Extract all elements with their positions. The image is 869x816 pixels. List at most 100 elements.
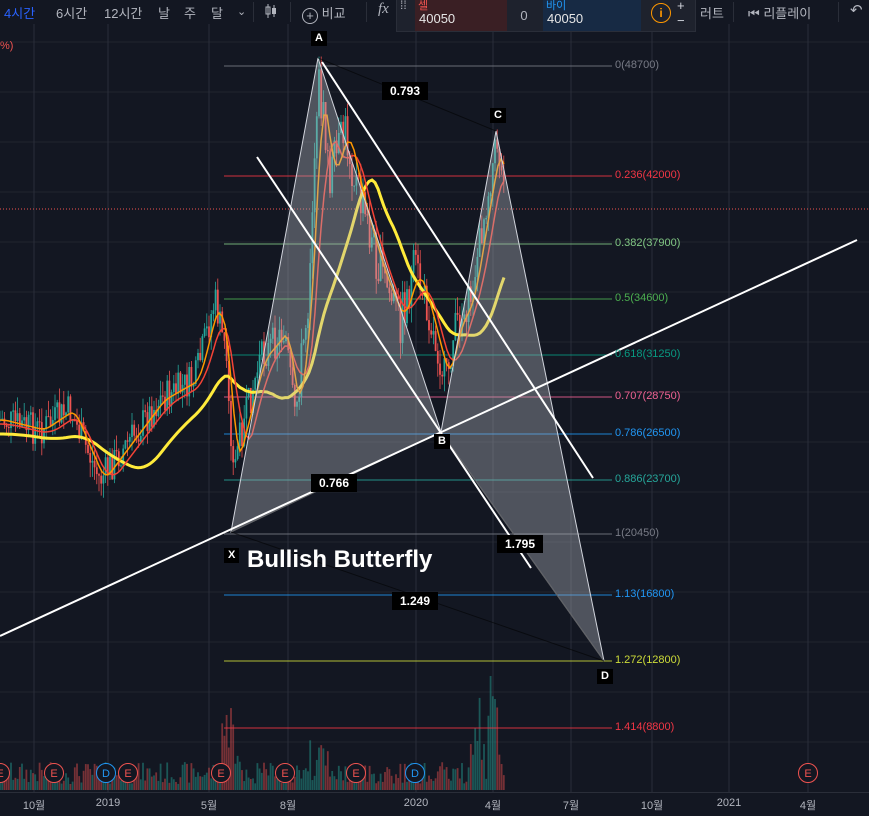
candle-body bbox=[315, 116, 318, 159]
earnings-event-marker[interactable]: E bbox=[275, 763, 295, 783]
candle-body bbox=[388, 287, 391, 294]
volume-bar bbox=[434, 778, 437, 790]
sell-button[interactable]: 셀 40050 bbox=[415, 0, 507, 31]
volume-bar bbox=[375, 783, 378, 790]
interval-4h[interactable]: 4시간 bbox=[4, 6, 36, 21]
candle-body bbox=[106, 457, 109, 476]
volume-bar bbox=[311, 780, 314, 790]
info-icon[interactable]: i bbox=[651, 3, 671, 23]
fib-retracement[interactable] bbox=[0, 65, 869, 729]
candle-body bbox=[170, 392, 173, 406]
buy-button[interactable]: 바이 40050 bbox=[543, 0, 641, 31]
volume-bar bbox=[249, 779, 252, 790]
candle-body bbox=[221, 311, 224, 333]
volume-bar bbox=[329, 776, 331, 790]
volume-bar bbox=[397, 777, 400, 790]
volume-bar bbox=[139, 779, 142, 790]
candle-body bbox=[478, 228, 481, 257]
volume-bar bbox=[238, 761, 241, 790]
volume-bar bbox=[469, 744, 472, 790]
candle-body bbox=[370, 237, 373, 248]
earnings-event-marker[interactable]: E bbox=[798, 763, 818, 783]
point-b-label: B bbox=[434, 434, 450, 449]
candle-body bbox=[157, 405, 160, 417]
volume-bar bbox=[159, 763, 162, 790]
earnings-event-marker[interactable]: E bbox=[346, 763, 366, 783]
candle-body bbox=[89, 452, 92, 463]
chart-type-button[interactable]: 러트 bbox=[700, 6, 724, 21]
candle-body bbox=[399, 299, 402, 344]
earnings-event-marker[interactable]: E bbox=[211, 763, 231, 783]
drag-handle-icon[interactable]: ⁞⁞ bbox=[400, 0, 407, 12]
volume-bar bbox=[62, 780, 65, 790]
volume-bar bbox=[386, 767, 389, 790]
indicators-fx-icon[interactable]: fx bbox=[378, 1, 389, 17]
xtick-may-2019: 5월 bbox=[200, 800, 218, 812]
candle-body bbox=[280, 329, 283, 343]
quantity-field[interactable]: 0 bbox=[520, 8, 528, 23]
candle-body bbox=[201, 336, 204, 361]
volume-bar bbox=[428, 775, 430, 790]
volume-bar bbox=[232, 724, 235, 790]
xtick-oct-2020: 10월 bbox=[640, 800, 664, 812]
interval-12h[interactable]: 12시간 bbox=[104, 6, 143, 21]
volume-bar bbox=[109, 783, 111, 790]
candle-body bbox=[199, 352, 202, 361]
dividend-event-marker[interactable]: D bbox=[405, 763, 425, 783]
candle-body bbox=[232, 446, 235, 463]
volume-bar bbox=[467, 767, 470, 790]
candle-body bbox=[379, 247, 382, 282]
replay-button[interactable]: ⏮ 리플레이 bbox=[748, 3, 811, 22]
candle-body bbox=[62, 404, 65, 416]
candle-body bbox=[142, 410, 144, 436]
volume-bar bbox=[183, 762, 186, 790]
chevron-down-icon[interactable]: ⌄ bbox=[237, 6, 247, 18]
minus-icon[interactable]: − bbox=[677, 13, 685, 28]
volume-bar bbox=[483, 744, 485, 790]
quantity-stepper[interactable]: + − bbox=[677, 0, 685, 28]
dividend-event-marker[interactable]: D bbox=[96, 763, 116, 783]
volume-bar bbox=[430, 779, 433, 790]
trend-lines[interactable] bbox=[0, 61, 858, 637]
candle-body bbox=[311, 212, 314, 264]
ma-yellow-line bbox=[0, 178, 506, 470]
candle-body bbox=[293, 384, 296, 407]
volume-bar bbox=[115, 775, 118, 790]
candle-body bbox=[494, 139, 496, 164]
xtick-2021: 2021 bbox=[716, 797, 742, 809]
earnings-event-marker[interactable]: E bbox=[118, 763, 138, 783]
interval-day[interactable]: 날 bbox=[158, 6, 170, 21]
interval-week[interactable]: 주 bbox=[184, 6, 196, 21]
candle-style-icon[interactable] bbox=[264, 3, 278, 19]
volume-bar bbox=[194, 776, 197, 790]
volume-bar bbox=[60, 783, 63, 790]
volume-bar bbox=[34, 774, 37, 790]
plus-icon[interactable]: + bbox=[677, 0, 685, 13]
volume-bar bbox=[84, 764, 87, 790]
volume-bar bbox=[302, 769, 305, 790]
volume-bar bbox=[12, 779, 15, 790]
candle-body bbox=[87, 444, 89, 453]
volume-bar bbox=[408, 779, 411, 790]
candle-body bbox=[243, 418, 246, 446]
volume-bar bbox=[456, 768, 459, 790]
interval-month[interactable]: 달 bbox=[211, 6, 223, 21]
volume-bar bbox=[487, 715, 490, 790]
candle-body bbox=[126, 440, 129, 442]
volume-bar bbox=[494, 699, 496, 790]
volume-bar bbox=[190, 763, 193, 790]
interval-6h[interactable]: 6시간 bbox=[56, 6, 88, 21]
earnings-event-marker[interactable]: E bbox=[44, 763, 64, 783]
volume-bar bbox=[500, 764, 503, 790]
undo-icon[interactable]: ↶ bbox=[850, 2, 863, 19]
volume-bar bbox=[267, 775, 270, 790]
volume-bar bbox=[373, 773, 375, 790]
candle-body bbox=[36, 421, 39, 427]
time-axis[interactable]: 10월 2019 5월 8월 2020 4월 7월 10월 2021 4월 bbox=[0, 792, 869, 816]
compare-button[interactable]: + 비교 bbox=[302, 3, 346, 24]
volume-bar bbox=[287, 780, 290, 790]
volume-bar bbox=[441, 762, 444, 790]
volume-bar bbox=[304, 768, 307, 790]
volume-bar bbox=[18, 766, 21, 790]
